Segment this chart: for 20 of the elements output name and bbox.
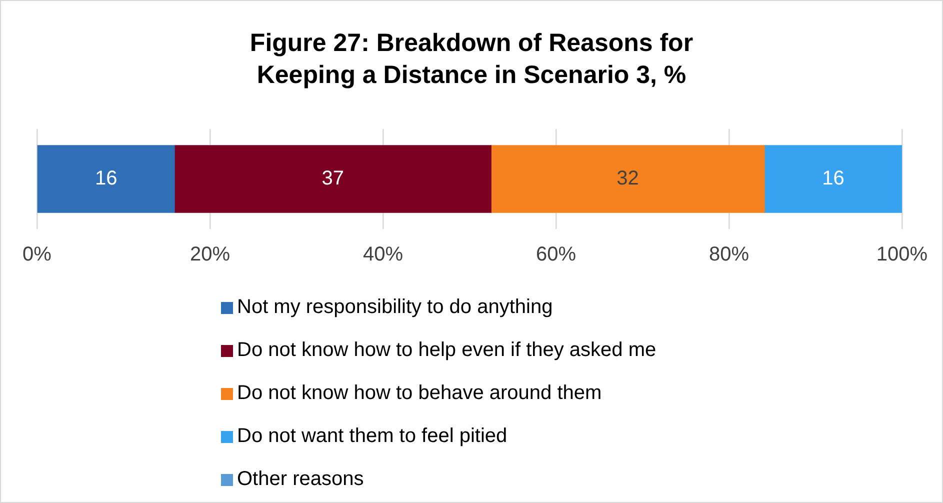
data-label: 32 <box>616 168 639 190</box>
x-tick-label: 60% <box>536 244 576 266</box>
data-label: 16 <box>94 168 118 190</box>
legend-label: Not my responsibility to do anything <box>237 296 553 319</box>
legend-label: Do not know how to help even if they asked me <box>237 339 656 362</box>
bar <box>490 145 765 213</box>
bar <box>764 145 902 213</box>
legend-label: Other reasons <box>237 468 364 491</box>
data-label: 37 <box>322 168 344 190</box>
data-label: 16 <box>822 168 844 190</box>
legend-label: Do not know how to behave around them <box>237 382 602 405</box>
x-tick-label: 80% <box>708 244 750 266</box>
x-tick-label: 40% <box>362 244 404 266</box>
x-tick-label: 20% <box>190 244 230 266</box>
x-tick-label: 100% <box>876 244 928 266</box>
bar <box>174 145 492 213</box>
bar <box>37 145 175 213</box>
chart-title: Figure 27: Breakdown of Reasons for Keeping a Distance in Scenario 3, % <box>248 28 694 91</box>
x-tick-label: 0% <box>22 244 52 266</box>
legend-label: Do not want them to feel pitied <box>237 425 508 448</box>
